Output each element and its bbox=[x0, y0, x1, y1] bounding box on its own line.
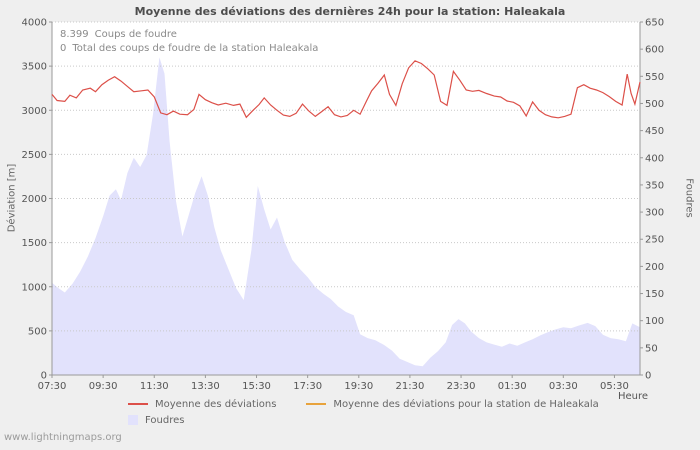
x-tick-label: 07:30 bbox=[38, 381, 67, 392]
x-tick-label: 19:30 bbox=[344, 381, 373, 392]
y-right-tick-label: 100 bbox=[645, 316, 664, 327]
x-tick-label: 17:30 bbox=[293, 381, 322, 392]
y-right-tick-label: 300 bbox=[645, 208, 664, 219]
x-tick-label: 13:30 bbox=[191, 381, 220, 392]
strike-count-value: 8.399 bbox=[60, 29, 89, 40]
y-left-tick-label: 500 bbox=[28, 326, 47, 337]
station-strike-count-value: 0 bbox=[60, 43, 67, 54]
y-right-tick-label: 0 bbox=[645, 371, 651, 382]
y-right-tick-label: 150 bbox=[645, 289, 664, 300]
y-left-tick-label: 4000 bbox=[22, 18, 47, 29]
station-strike-count-label: Total des coups de foudre de la station … bbox=[72, 43, 319, 54]
legend-swatch-foudres bbox=[128, 415, 138, 425]
y-left-tick-label: 2500 bbox=[22, 150, 47, 161]
watermark-link[interactable]: www.lightningmaps.org bbox=[4, 432, 122, 443]
y-right-tick-label: 50 bbox=[645, 343, 658, 354]
x-tick-label: 03:30 bbox=[549, 381, 578, 392]
y-right-tick-label: 350 bbox=[645, 180, 664, 191]
x-tick-label: 15:30 bbox=[242, 381, 271, 392]
legend-label-moyenne: Moyenne des déviations bbox=[155, 398, 277, 410]
y-axis-title-left: Déviation [m] bbox=[6, 163, 18, 233]
foudres-area bbox=[52, 57, 640, 376]
y-left-tick-label: 2000 bbox=[22, 194, 47, 205]
legend-swatch-moyenne-station bbox=[306, 403, 327, 405]
y-right-tick-label: 550 bbox=[645, 72, 664, 83]
x-tick-label: 05:30 bbox=[600, 381, 629, 392]
x-axis-title: Heure bbox=[617, 391, 648, 402]
x-tick-label: 21:30 bbox=[395, 381, 424, 392]
legend-row-2: Foudres bbox=[128, 412, 629, 428]
y-left-tick-label: 0 bbox=[41, 371, 47, 382]
y-left-tick-label: 3500 bbox=[22, 62, 47, 73]
y-left-tick-label: 3000 bbox=[22, 106, 47, 117]
y-right-tick-label: 450 bbox=[645, 126, 664, 137]
y-right-tick-label: 200 bbox=[645, 262, 664, 273]
y-left-tick-label: 1000 bbox=[22, 282, 47, 293]
y-right-tick-label: 250 bbox=[645, 235, 664, 246]
legend: Moyenne des déviations Moyenne des dévia… bbox=[128, 396, 629, 428]
y-right-tick-label: 650 bbox=[645, 18, 664, 29]
legend-swatch-moyenne bbox=[128, 403, 148, 405]
annotation-station-strike-count: 0 Total des coups de foudre de la station… bbox=[60, 43, 318, 54]
x-tick-label: 01:30 bbox=[498, 381, 527, 392]
y-right-tick-label: 500 bbox=[645, 99, 664, 110]
legend-row-1: Moyenne des déviations Moyenne des dévia… bbox=[128, 396, 629, 412]
legend-label-moyenne-station: Moyenne des déviations pour la station d… bbox=[333, 398, 599, 410]
annotation-strike-count: 8.399 Coups de foudre bbox=[60, 29, 177, 40]
x-tick-label: 11:30 bbox=[140, 381, 169, 392]
strike-count-label: Coups de foudre bbox=[94, 29, 177, 40]
deviation-line bbox=[51, 60, 641, 119]
y-left-tick-label: 1500 bbox=[22, 238, 47, 249]
x-tick-label: 09:30 bbox=[89, 381, 118, 392]
y-right-tick-label: 600 bbox=[645, 45, 664, 56]
x-tick-label: 23:30 bbox=[447, 381, 476, 392]
y-right-tick-label: 400 bbox=[645, 153, 664, 164]
legend-label-foudres: Foudres bbox=[145, 414, 185, 426]
chart-title: Moyenne des déviations des dernières 24h… bbox=[134, 5, 566, 18]
y-axis-title-right: Foudres bbox=[683, 178, 695, 218]
